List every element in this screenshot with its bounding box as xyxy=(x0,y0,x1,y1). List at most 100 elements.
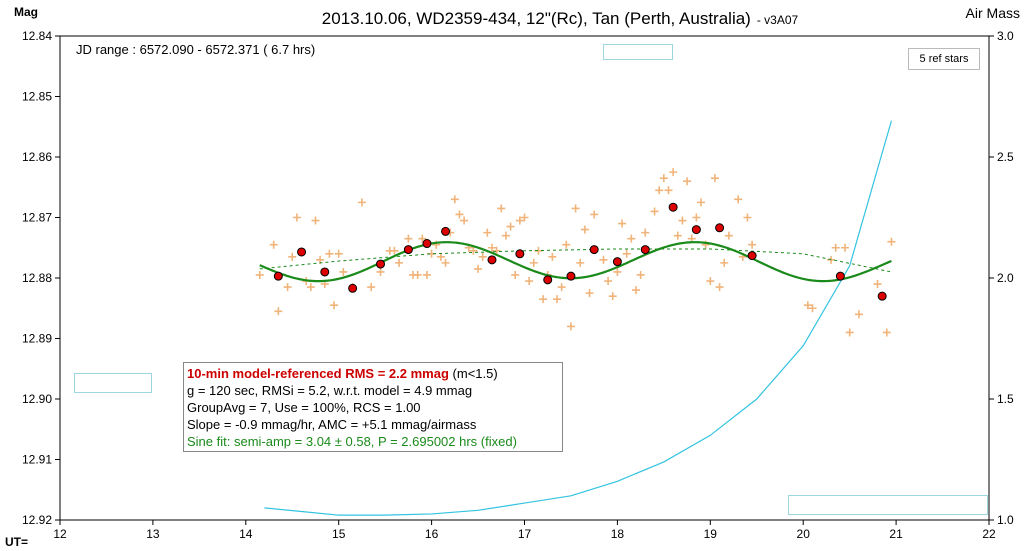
raw-data-point xyxy=(529,258,538,267)
raw-data-point xyxy=(808,304,817,313)
raw-data-point xyxy=(483,228,492,237)
raw-data-point xyxy=(664,186,673,195)
group-average-point xyxy=(747,251,757,261)
raw-data-point xyxy=(311,216,320,225)
raw-data-point xyxy=(562,240,571,249)
raw-data-point xyxy=(641,228,650,237)
raw-data-point xyxy=(283,283,292,292)
y-tick-label: 12.86 xyxy=(22,150,52,164)
raw-data-point xyxy=(650,207,659,216)
group-average-point xyxy=(877,291,887,301)
raw-data-point xyxy=(599,255,608,264)
raw-data-point xyxy=(548,252,557,261)
raw-data-point xyxy=(339,267,348,276)
stats-line-4: Slope = -0.9 mmag/hr, AMC = +5.1 mmag/ai… xyxy=(187,417,477,432)
raw-data-point xyxy=(455,210,464,219)
group-average-point xyxy=(487,255,497,265)
x-tick-label: 16 xyxy=(425,527,439,541)
raw-data-point xyxy=(525,277,534,286)
raw-data-point xyxy=(553,295,562,304)
raw-data-point xyxy=(697,198,706,207)
raw-data-point xyxy=(520,213,529,222)
chart-version: - v3A07 xyxy=(757,13,799,27)
raw-data-point xyxy=(367,283,376,292)
group-average-point xyxy=(515,249,525,259)
raw-data-point xyxy=(357,198,366,207)
group-average-point xyxy=(273,271,283,281)
raw-data-point xyxy=(683,177,692,186)
raw-data-point xyxy=(608,292,617,301)
raw-data-point xyxy=(803,301,812,310)
group-average-point xyxy=(348,283,358,293)
raw-data-point xyxy=(882,328,891,337)
raw-data-point xyxy=(580,225,589,234)
raw-data-point xyxy=(631,286,640,295)
raw-data-point xyxy=(724,231,733,240)
raw-data-point xyxy=(450,195,459,204)
raw-data-point xyxy=(887,237,896,246)
raw-data-point xyxy=(330,301,339,310)
raw-data-point xyxy=(845,328,854,337)
x-tick-label: 22 xyxy=(982,527,996,541)
sine-fit-line: Sine fit: semi-amp = 3.04 ± 0.58, P = 2.… xyxy=(187,434,517,449)
group-average-point xyxy=(376,259,386,269)
raw-data-point xyxy=(669,168,678,177)
y-tick-label: 12.89 xyxy=(22,332,52,346)
y-tick-label: 12.87 xyxy=(22,211,52,225)
x-tick-label: 14 xyxy=(239,527,253,541)
raw-data-point xyxy=(692,213,701,222)
y-tick-label: 12.92 xyxy=(22,513,52,527)
raw-data-point xyxy=(325,249,334,258)
y2-tick-label: 3.0 xyxy=(997,29,1014,43)
model-trend-line xyxy=(259,248,892,273)
group-average-point xyxy=(441,226,451,236)
raw-data-point xyxy=(474,264,483,273)
stats-line-1: 10-min model-referenced RMS = 2.2 mmag (… xyxy=(187,365,559,382)
raw-data-point xyxy=(557,283,566,292)
raw-data-point xyxy=(748,240,757,249)
stats-box: 10-min model-referenced RMS = 2.2 mmag (… xyxy=(183,362,563,452)
x-axis-label: UT= xyxy=(5,535,28,549)
raw-data-point xyxy=(413,270,422,279)
raw-data-point xyxy=(627,234,636,243)
raw-data-point xyxy=(743,213,752,222)
raw-data-point xyxy=(487,243,496,252)
chart-title: 2013.10.06, WD2359-434, 12"(Rc), Tan (Pe… xyxy=(322,9,799,28)
y-tick-label: 12.84 xyxy=(22,29,52,43)
raw-data-point xyxy=(492,246,501,255)
raw-data-point xyxy=(873,280,882,289)
group-average-point xyxy=(403,245,413,255)
raw-data-point xyxy=(618,219,627,228)
empty-legend-box-left xyxy=(74,373,152,393)
raw-data-point xyxy=(390,246,399,255)
raw-data-point xyxy=(441,258,450,267)
group-average-point xyxy=(589,245,599,255)
empty-legend-box-top xyxy=(603,44,673,60)
raw-data-point xyxy=(497,204,506,213)
raw-data-point xyxy=(715,283,724,292)
raw-data-point xyxy=(604,277,613,286)
raw-data-point xyxy=(678,216,687,225)
group-average-point xyxy=(297,247,307,257)
x-tick-label: 12 xyxy=(53,527,67,541)
raw-data-point xyxy=(673,231,682,240)
y2-tick-label: 1.5 xyxy=(997,392,1014,406)
group-average-point xyxy=(320,267,330,277)
rms-highlight: 10-min model-referenced RMS = 2.2 mmag xyxy=(187,366,449,381)
raw-data-point xyxy=(418,234,427,243)
raw-data-point xyxy=(515,216,524,225)
y2-tick-label: 2.0 xyxy=(997,271,1014,285)
y-tick-label: 12.88 xyxy=(22,271,52,285)
group-average-point xyxy=(422,239,432,249)
group-average-point xyxy=(715,223,725,233)
y-tick-label: 12.91 xyxy=(22,453,52,467)
raw-data-point xyxy=(539,295,548,304)
raw-data-point xyxy=(478,252,487,261)
y-axis-label: Mag xyxy=(14,5,38,19)
jd-range: JD range : 6572.090 - 6572.371 ( 6.7 hrs… xyxy=(76,42,316,57)
group-average-point xyxy=(612,257,622,267)
raw-data-point xyxy=(585,289,594,298)
x-tick-label: 18 xyxy=(611,527,625,541)
group-average-point xyxy=(691,225,701,235)
